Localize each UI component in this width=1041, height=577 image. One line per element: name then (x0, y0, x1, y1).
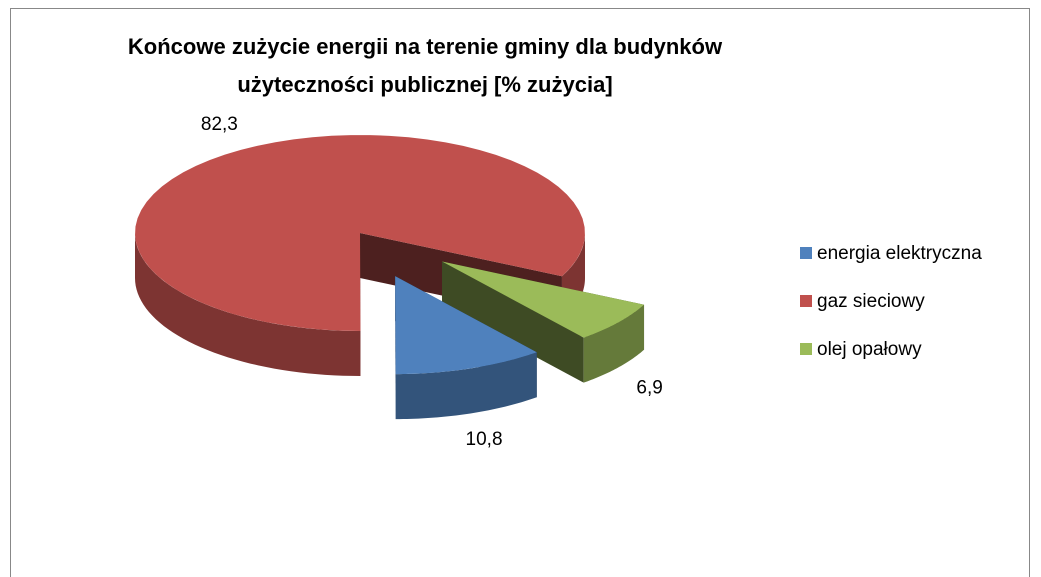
data-label: 6,9 (636, 378, 662, 399)
data-label: 10,8 (466, 429, 503, 450)
legend-swatch (800, 295, 812, 307)
slice-side (583, 304, 645, 383)
slice-side (395, 352, 537, 420)
slice (135, 135, 585, 331)
slice-wall (442, 261, 584, 383)
legend-label: gaz sieciowy (817, 291, 925, 312)
data-label: 82,3 (201, 114, 238, 135)
legend-label: olej opałowy (817, 339, 922, 360)
slice-side (135, 233, 361, 376)
legend-swatch (800, 343, 812, 355)
slice (395, 276, 537, 375)
legend-label: energia elektryczna (817, 243, 982, 264)
legend-swatch (800, 247, 812, 259)
chart-title: Końcowe zużycie energii na terenie gminy… (127, 34, 723, 97)
slice (442, 261, 645, 338)
